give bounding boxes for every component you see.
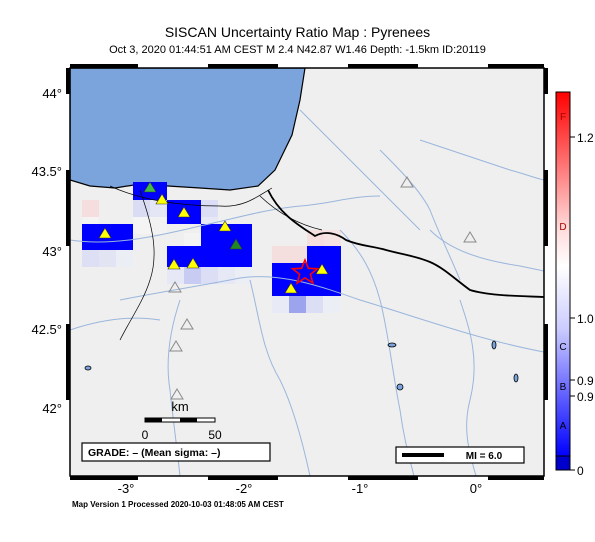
lat-label: 42° xyxy=(42,401,62,416)
grade-label: B xyxy=(560,382,567,393)
grade-text: GRADE: – (Mean sigma: –) xyxy=(88,447,220,459)
station-icon xyxy=(400,176,414,188)
grade-box: GRADE: – (Mean sigma: –) xyxy=(81,442,271,462)
lon-label: 0° xyxy=(470,481,482,496)
lat-label: 43.5° xyxy=(31,164,62,179)
scale-start: 0 xyxy=(142,428,149,442)
grade-label: A xyxy=(560,421,567,432)
cb-value-label: 0.9 xyxy=(577,390,594,404)
cb-value-label: 0 xyxy=(577,464,584,478)
lon-label: -1° xyxy=(352,481,369,496)
grade-label: C xyxy=(559,342,566,353)
epicenter-star-icon xyxy=(290,257,320,285)
station-icon xyxy=(315,263,329,275)
station-icon xyxy=(180,318,194,330)
mi-text: MI = 6.0 xyxy=(466,451,503,462)
station-icon xyxy=(169,340,183,352)
scale-end: 50 xyxy=(208,428,222,442)
cb-value-label: 0.9 xyxy=(577,374,594,388)
station-icon xyxy=(284,282,298,294)
station-icon xyxy=(155,193,169,205)
colorbar: F D C B A 1.2 1.0 0.9 0.9 0 xyxy=(555,91,594,478)
latitude-labels: 44° 43.5° 43° 42.5° 42° xyxy=(31,86,62,416)
grade-label: D xyxy=(559,222,566,233)
lat-label: 42.5° xyxy=(31,322,62,337)
station-icon xyxy=(168,281,182,293)
station-icon xyxy=(170,388,184,400)
event-subtitle: Oct 3, 2020 01:44:51 AM CEST M 2.4 N42.8… xyxy=(109,44,486,56)
sea-area xyxy=(70,68,306,191)
station-icon xyxy=(229,238,243,250)
cb-value-label: 1.2 xyxy=(577,131,594,145)
lon-label: -3° xyxy=(118,481,135,496)
station-icon xyxy=(177,206,191,218)
lat-label: 44° xyxy=(42,86,62,101)
lakes xyxy=(84,340,519,391)
map-title: SISCAN Uncertainty Ratio Map : Pyrenees xyxy=(164,24,431,40)
station-icon xyxy=(98,227,112,239)
grade-label: F xyxy=(560,112,566,123)
mi-box: MI = 6.0 xyxy=(395,446,525,464)
station-icon xyxy=(463,231,477,243)
scale-unit: km xyxy=(171,399,188,414)
station-icon xyxy=(167,258,181,270)
map-frame xyxy=(66,64,548,480)
cb-value-label: 1.0 xyxy=(577,312,594,326)
station-icon xyxy=(143,181,157,193)
stations-active xyxy=(98,181,329,294)
lat-label: 43° xyxy=(42,244,62,259)
station-icon xyxy=(218,220,232,232)
longitude-labels: -3° -2° -1° 0° xyxy=(118,481,483,496)
stations-inactive xyxy=(168,176,477,400)
station-icon xyxy=(186,257,200,269)
scale-bar: km 0 50 xyxy=(142,399,222,442)
country-border xyxy=(267,189,544,298)
footer-processed: Map Version 1 Processed 2020-10-03 01:48… xyxy=(72,500,284,509)
lon-label: -2° xyxy=(236,481,253,496)
